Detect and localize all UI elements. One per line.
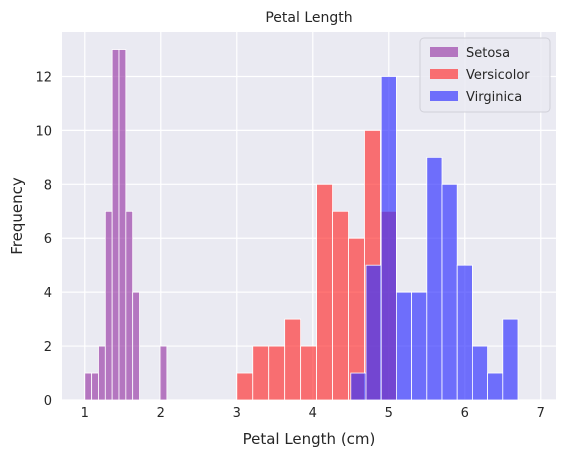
- y-axis-ticks: 0 2 4 6 8 10 12: [35, 70, 52, 409]
- legend-swatch-virginica: [430, 91, 458, 101]
- legend-swatch-setosa: [430, 47, 458, 57]
- chart-title: Petal Length: [265, 10, 352, 26]
- y-tick-label: 6: [44, 232, 52, 247]
- bar-virginica: [395, 291, 412, 401]
- legend-swatch-versicolor: [430, 69, 458, 79]
- bar-versicolor: [284, 318, 302, 401]
- bar-versicolor: [268, 345, 286, 401]
- bar-setosa: [84, 372, 93, 401]
- y-tick-label: 4: [44, 286, 52, 301]
- y-tick-label: 0: [44, 394, 52, 409]
- bar-virginica: [380, 76, 397, 401]
- x-axis-label: Petal Length (cm): [243, 430, 376, 448]
- bar-setosa: [132, 291, 140, 401]
- bar-virginica: [502, 318, 519, 401]
- y-axis-label: Frequency: [8, 177, 26, 255]
- bar-virginica: [411, 291, 428, 401]
- bar-setosa: [98, 345, 106, 401]
- bar-versicolor: [316, 183, 333, 401]
- x-tick-label: 6: [461, 406, 469, 421]
- bar-setosa: [159, 345, 168, 401]
- x-tick-label: 7: [537, 406, 545, 421]
- legend-label-versicolor: Versicolor: [466, 68, 530, 83]
- y-tick-label: 8: [44, 178, 52, 193]
- bar-setosa: [125, 210, 134, 401]
- x-tick-label: 4: [309, 406, 317, 421]
- bar-setosa: [104, 210, 113, 401]
- legend-label-setosa: Setosa: [466, 46, 510, 61]
- bar-setosa: [91, 372, 99, 401]
- x-tick-label: 2: [157, 406, 165, 421]
- bar-versicolor: [236, 372, 254, 401]
- bar-virginica: [365, 264, 382, 401]
- bar-versicolor: [300, 345, 318, 401]
- bar-virginica: [471, 345, 488, 401]
- grid: [62, 32, 556, 401]
- bar-virginica: [350, 372, 367, 401]
- bars: [84, 49, 519, 401]
- bar-virginica: [426, 156, 443, 401]
- x-tick-label: 5: [385, 406, 393, 421]
- y-tick-label: 10: [35, 124, 52, 139]
- bar-versicolor: [332, 210, 349, 401]
- legend: Setosa Versicolor Virginica: [419, 37, 551, 113]
- bar-versicolor: [252, 345, 270, 401]
- x-axis-ticks: 1 2 3 4 5 6 7: [81, 406, 545, 421]
- bar-virginica: [487, 372, 504, 401]
- x-tick-label: 3: [233, 406, 241, 421]
- bar-virginica: [456, 264, 473, 401]
- legend-label-virginica: Virginica: [466, 90, 522, 105]
- bar-setosa: [111, 49, 120, 401]
- bar-virginica: [441, 183, 458, 401]
- x-tick-label: 1: [81, 406, 89, 421]
- y-tick-label: 2: [44, 340, 52, 355]
- y-tick-label: 12: [35, 70, 52, 85]
- bar-setosa: [118, 49, 127, 401]
